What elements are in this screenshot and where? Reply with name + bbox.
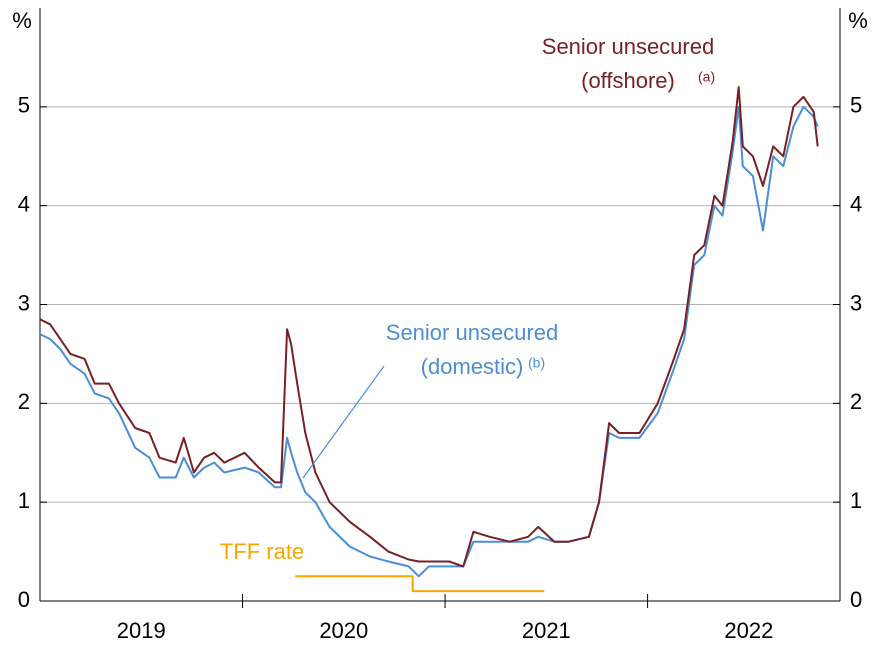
annotation: Senior unsecured (542, 34, 714, 59)
y-tick-label: 4 (18, 191, 30, 216)
x-tick-label: 2021 (522, 618, 571, 643)
series-line (39, 86, 819, 568)
series-line (39, 105, 819, 578)
x-tick-label: 2022 (724, 618, 773, 643)
y-unit-left: % (12, 8, 32, 33)
y-tick-label: 3 (18, 290, 30, 315)
y-tick-label: 0 (18, 587, 30, 612)
y-unit-right: % (848, 8, 868, 33)
x-tick-label: 2020 (319, 618, 368, 643)
annotation-sup: (b) (528, 355, 545, 371)
x-tick-label: 2019 (117, 618, 166, 643)
y2-tick-label: 0 (850, 587, 862, 612)
y2-tick-label: 1 (850, 488, 862, 513)
y2-tick-label: 3 (850, 290, 862, 315)
annotation-sup: (a) (698, 69, 715, 85)
annotation: Senior unsecured (386, 320, 558, 345)
y-tick-label: 5 (18, 93, 30, 118)
y-tick-label: 2 (18, 389, 30, 414)
annotation: (offshore) (581, 68, 675, 93)
y2-tick-label: 4 (850, 191, 862, 216)
annotation: (domestic) (421, 354, 524, 379)
series-line (295, 575, 545, 593)
leader-line (302, 365, 385, 479)
annotation: TFF rate (220, 539, 304, 564)
y2-tick-label: 5 (850, 93, 862, 118)
y2-tick-label: 2 (850, 389, 862, 414)
y-tick-label: 1 (18, 488, 30, 513)
